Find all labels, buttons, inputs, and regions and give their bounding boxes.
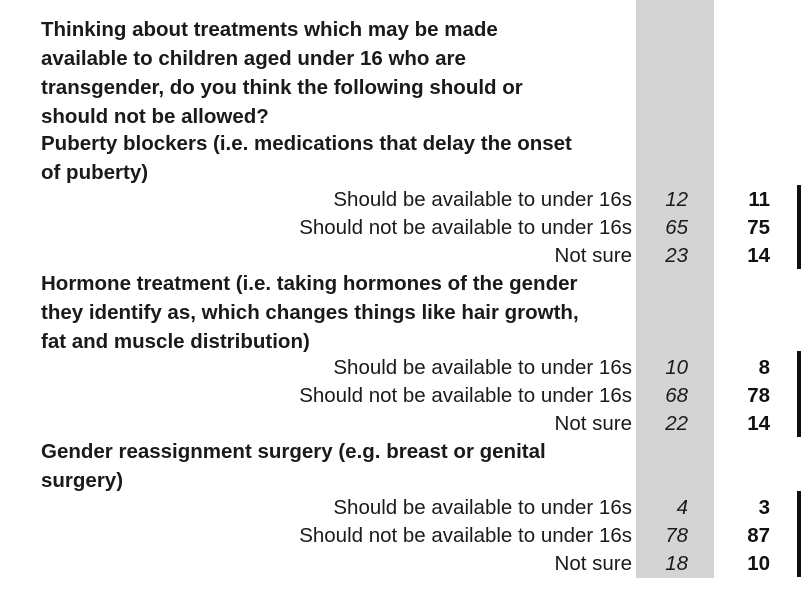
value-bold-column: 14: [747, 244, 770, 267]
value-bold-column: 8: [758, 356, 770, 379]
section-title-hormone-treatment: Hormone treatment (i.e. taking hormones …: [41, 269, 579, 356]
row-label: Not sure: [554, 552, 632, 575]
question-line: Thinking about treatments which may be m…: [41, 18, 498, 41]
table-row: Not sure 18 10: [0, 550, 801, 578]
table-row: Should not be available to under 16s 78 …: [0, 522, 801, 550]
table-row: Should not be available to under 16s 65 …: [0, 214, 801, 242]
row-label: Should not be available to under 16s: [299, 524, 632, 547]
section-title-line: they identify as, which changes things l…: [41, 301, 579, 324]
row-label: Not sure: [554, 244, 632, 267]
group-marker-bar: [797, 185, 801, 269]
value-bold-column: 3: [758, 496, 770, 519]
table-row: Should not be available to under 16s 68 …: [0, 382, 801, 410]
section-title-line: Gender reassignment surgery (e.g. breast…: [41, 440, 546, 463]
question-line: transgender, do you think the following …: [41, 76, 523, 99]
section-title-puberty-blockers: Puberty blockers (i.e. medications that …: [41, 129, 572, 187]
value-bold-column: 10: [747, 552, 770, 575]
question-line: should not be allowed?: [41, 105, 269, 128]
table-row: Should be available to under 16s 4 3: [0, 494, 801, 522]
value-bold-column: 87: [747, 524, 770, 547]
value-shaded-column: 4: [676, 496, 688, 519]
table-row: Should be available to under 16s 12 11: [0, 186, 801, 214]
row-label: Not sure: [554, 412, 632, 435]
group-marker-bar: [797, 491, 801, 577]
value-bold-column: 14: [747, 412, 770, 435]
value-shaded-column: 18: [665, 552, 688, 575]
section-title-line: fat and muscle distribution): [41, 330, 310, 353]
value-shaded-column: 23: [665, 244, 688, 267]
value-shaded-column: 22: [665, 412, 688, 435]
value-shaded-column: 10: [665, 356, 688, 379]
value-shaded-column: 68: [665, 384, 688, 407]
table-row: Not sure 22 14: [0, 410, 801, 438]
value-bold-column: 11: [748, 188, 770, 211]
row-label: Should be available to under 16s: [333, 188, 632, 211]
table-row: Should be available to under 16s 10 8: [0, 354, 801, 382]
question-line: available to children aged under 16 who …: [41, 47, 466, 70]
value-shaded-column: 12: [665, 188, 688, 211]
value-bold-column: 75: [747, 216, 770, 239]
section-title-line: surgery): [41, 469, 124, 492]
group-marker-bar: [797, 351, 801, 437]
value-shaded-column: 65: [665, 216, 688, 239]
row-label: Should not be available to under 16s: [299, 216, 632, 239]
row-label: Should be available to under 16s: [333, 496, 632, 519]
section-title-line: Puberty blockers (i.e. medications that …: [41, 132, 572, 155]
table-row: Not sure 23 14: [0, 242, 801, 270]
value-bold-column: 78: [747, 384, 770, 407]
highlighted-column-background: [636, 0, 714, 578]
section-title-line: of puberty): [41, 161, 149, 184]
section-title-gender-reassignment-surgery: Gender reassignment surgery (e.g. breast…: [41, 437, 546, 495]
row-label: Should not be available to under 16s: [299, 384, 632, 407]
row-label: Should be available to under 16s: [333, 356, 632, 379]
value-shaded-column: 78: [665, 524, 688, 547]
section-title-line: Hormone treatment (i.e. taking hormones …: [41, 272, 578, 295]
survey-question: Thinking about treatments which may be m…: [41, 15, 523, 131]
